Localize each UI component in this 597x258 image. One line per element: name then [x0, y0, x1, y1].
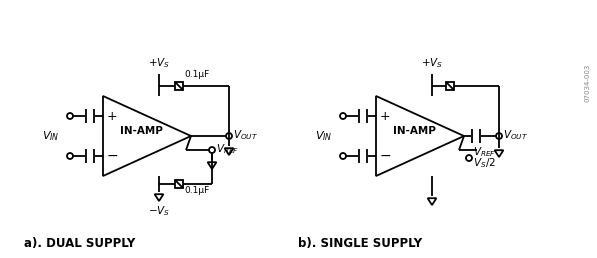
Text: IN-AMP: IN-AMP [119, 126, 162, 136]
Text: $-V_S$: $-V_S$ [148, 204, 170, 218]
Text: $V_S/2$: $V_S/2$ [473, 156, 496, 170]
Text: $+V_S$: $+V_S$ [421, 56, 443, 70]
Bar [175, 82, 183, 90]
Text: IN-AMP: IN-AMP [393, 126, 435, 136]
Text: $V_{REF}$: $V_{REF}$ [473, 145, 496, 159]
Text: 0.1μF: 0.1μF [184, 186, 210, 195]
Text: $+V_S$: $+V_S$ [148, 56, 170, 70]
Text: +: + [380, 109, 390, 123]
Text: 0.1μF: 0.1μF [184, 70, 210, 79]
Text: $V_{REF}$: $V_{REF}$ [216, 142, 239, 156]
Bar [175, 180, 183, 188]
Text: a). DUAL SUPPLY: a). DUAL SUPPLY [24, 238, 136, 251]
Text: $V_{OUT}$: $V_{OUT}$ [233, 128, 258, 142]
Text: $V_{IN}$: $V_{IN}$ [315, 129, 333, 143]
Text: b). SINGLE SUPPLY: b). SINGLE SUPPLY [298, 238, 422, 251]
Text: $V_{IN}$: $V_{IN}$ [42, 129, 60, 143]
Text: 07034-003: 07034-003 [585, 64, 591, 102]
Text: $V_{OUT}$: $V_{OUT}$ [503, 128, 528, 142]
Text: −: − [106, 149, 118, 163]
Text: +: + [107, 109, 118, 123]
Bar [446, 82, 454, 90]
Text: −: − [379, 149, 391, 163]
